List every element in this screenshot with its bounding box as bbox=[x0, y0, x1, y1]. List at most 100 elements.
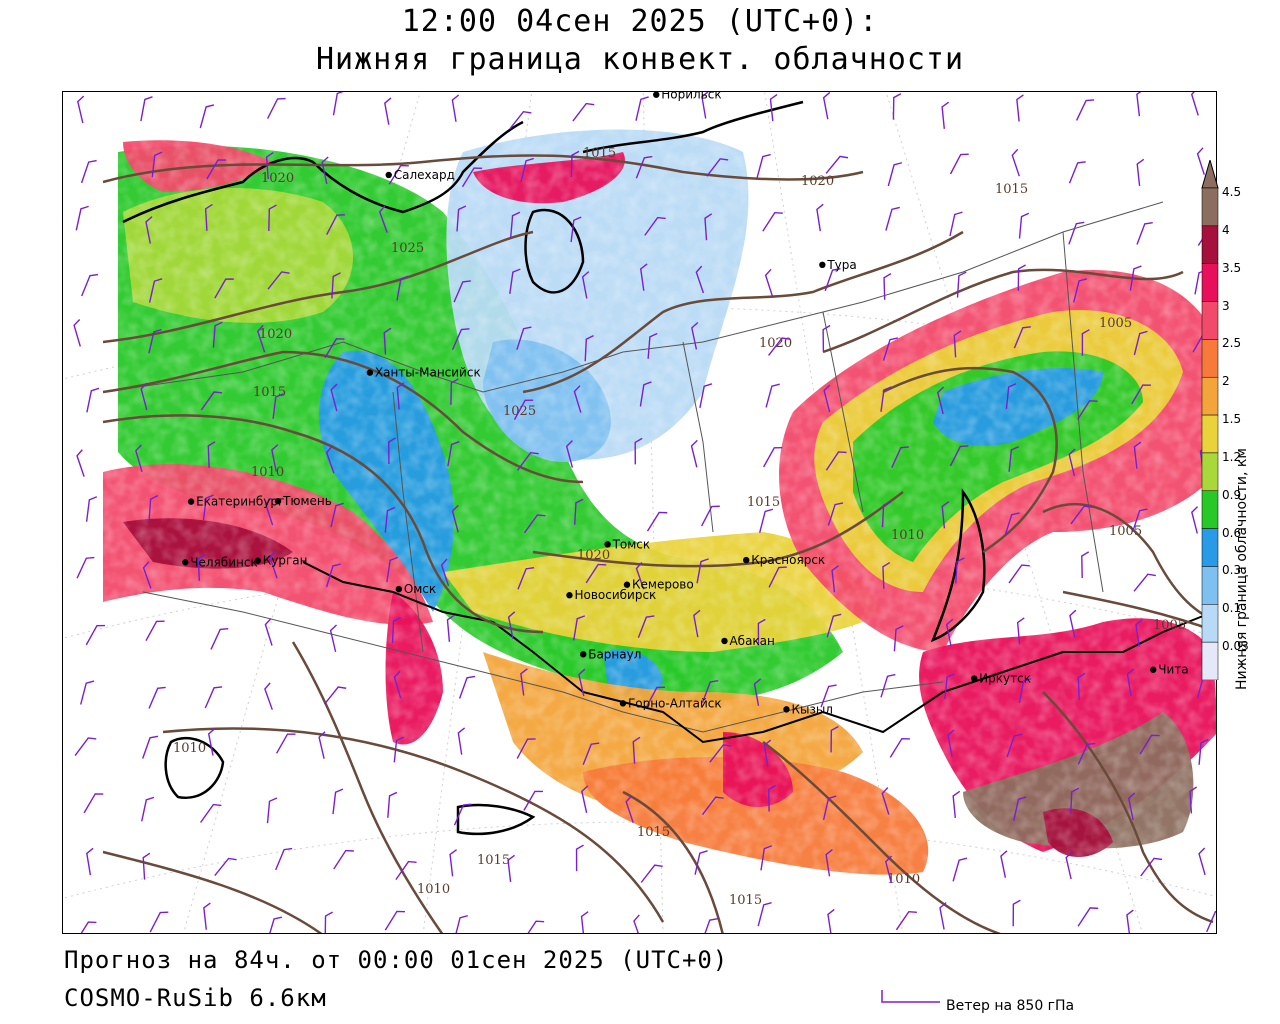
wind-barb bbox=[85, 496, 98, 522]
wind-barb bbox=[816, 203, 824, 232]
wind-barb bbox=[1189, 786, 1198, 814]
wind-barb bbox=[1018, 678, 1032, 704]
wind-barb bbox=[383, 327, 392, 355]
wind-barb bbox=[80, 159, 97, 184]
wind-barb bbox=[450, 378, 459, 405]
map-subtitle: Нижняя граница конвект. облачности bbox=[315, 42, 965, 77]
wind-barb bbox=[386, 556, 398, 583]
wind-barb bbox=[944, 673, 955, 700]
wind-barb bbox=[86, 847, 94, 876]
city-label: Тюмень bbox=[282, 494, 332, 508]
wind-barb bbox=[763, 739, 772, 768]
wind-barb bbox=[699, 383, 713, 409]
wind-barb bbox=[516, 326, 532, 350]
wind-barb bbox=[1198, 847, 1206, 876]
wind-barb bbox=[1017, 264, 1026, 291]
wind-barb bbox=[148, 495, 159, 522]
wind-barb bbox=[520, 157, 534, 183]
legend-tick-label: 1.2 bbox=[1222, 449, 1242, 464]
wind-barb bbox=[769, 93, 778, 122]
legend-swatch bbox=[1201, 414, 1219, 454]
wind-barb bbox=[266, 797, 278, 824]
wind-barb bbox=[202, 494, 214, 521]
wind-barb bbox=[269, 550, 278, 579]
wind-barb bbox=[1013, 796, 1027, 821]
wind-barb bbox=[461, 167, 483, 188]
wind-barb bbox=[825, 848, 833, 877]
wind-barb bbox=[324, 911, 333, 933]
wind-barb bbox=[447, 441, 460, 467]
wind-barb bbox=[517, 567, 535, 590]
wind-barbs bbox=[73, 92, 1216, 933]
city-dot bbox=[566, 592, 573, 599]
isobar-label: 1020 bbox=[759, 336, 792, 351]
wind-barb bbox=[570, 216, 582, 243]
wind-barb bbox=[941, 501, 950, 529]
wind-barb bbox=[822, 324, 831, 352]
wind-barb bbox=[825, 155, 849, 174]
wind-barb bbox=[214, 278, 234, 299]
wind-barb bbox=[145, 216, 153, 244]
wind-barb bbox=[81, 273, 99, 297]
city-marker: Норильск bbox=[653, 92, 722, 102]
wind-barb bbox=[827, 908, 835, 933]
wind-barb bbox=[585, 563, 607, 584]
wind-barb bbox=[204, 686, 223, 709]
wind-barb bbox=[325, 563, 341, 588]
wind-barb bbox=[584, 334, 594, 362]
wind-barb bbox=[513, 399, 534, 420]
legend-tick-label: 4 bbox=[1222, 222, 1230, 237]
wind-barb bbox=[1136, 92, 1144, 117]
city-dot bbox=[385, 171, 392, 179]
wind-barb bbox=[264, 497, 274, 526]
wind-barb bbox=[1070, 505, 1093, 525]
wind-barb bbox=[880, 673, 896, 698]
wind-barb-icon bbox=[881, 990, 940, 1003]
wind-barb bbox=[695, 265, 705, 294]
wind-barb bbox=[575, 844, 584, 872]
wind-barb bbox=[640, 864, 663, 883]
wind-barb bbox=[762, 212, 783, 232]
wind-barb bbox=[384, 910, 405, 931]
isobar-labels: 1020 1025 1015 1020 1015 1020 1025 1020 … bbox=[173, 146, 1186, 908]
wind-barb bbox=[639, 381, 652, 407]
wind-barb bbox=[880, 386, 892, 412]
wind-barb bbox=[200, 391, 223, 411]
isobar-label: 1025 bbox=[391, 241, 424, 256]
city-label: Чита bbox=[1158, 663, 1188, 677]
legend-swatch bbox=[1201, 490, 1219, 529]
wind-barb bbox=[831, 565, 840, 593]
wind-barb bbox=[635, 561, 645, 590]
wind-barb bbox=[1011, 148, 1020, 177]
wind-barb bbox=[955, 557, 965, 584]
isobar-label: 1005 bbox=[1153, 618, 1186, 633]
wind-barb bbox=[142, 561, 152, 589]
wind-barb bbox=[1206, 910, 1216, 933]
wind-barb bbox=[456, 205, 467, 232]
wind-barb bbox=[633, 914, 642, 933]
city-marker: Кызыл bbox=[783, 702, 833, 716]
legend-tick-label: 0.9 bbox=[1222, 487, 1242, 502]
wind-barb bbox=[764, 268, 774, 297]
city-marker: Новосибирск bbox=[566, 588, 656, 602]
city-marker: Курган bbox=[254, 554, 308, 568]
wind-barb bbox=[151, 151, 163, 178]
noise-overlay bbox=[63, 92, 1216, 933]
isobar-label: 1015 bbox=[583, 146, 616, 161]
city-dot bbox=[187, 498, 195, 505]
wind-barb bbox=[952, 857, 968, 882]
wind-barb bbox=[956, 271, 967, 298]
wind-barb bbox=[823, 384, 831, 413]
legend-tick-label: 0.6 bbox=[1222, 525, 1242, 540]
wind-barb bbox=[1127, 792, 1136, 821]
legend-title: Нижняя граница облачности, км bbox=[1234, 448, 1250, 690]
wind-barb bbox=[203, 902, 211, 930]
wind-barb bbox=[1005, 383, 1017, 409]
wind-barb bbox=[396, 382, 405, 410]
wind-barb bbox=[395, 860, 417, 881]
wind-barb bbox=[523, 514, 546, 534]
city-label: Горно-Алтайск bbox=[628, 696, 722, 710]
wind-barb bbox=[149, 911, 169, 933]
wind-barb bbox=[947, 729, 955, 757]
wind-barb bbox=[1068, 448, 1076, 477]
